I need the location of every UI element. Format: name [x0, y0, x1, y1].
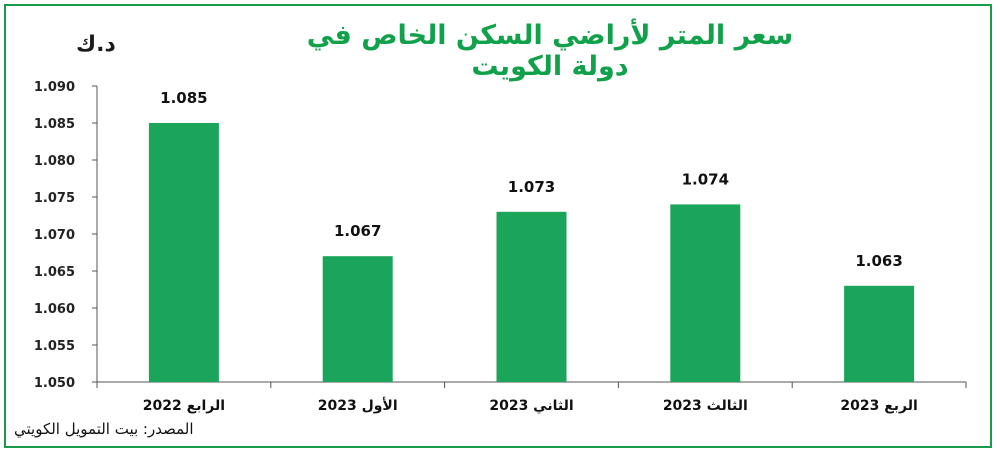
category-label: الربع 2023	[840, 398, 917, 414]
bar	[148, 123, 219, 382]
chart-title: سعر المتر لأراضي السكن الخاص في دولة الك…	[306, 20, 794, 82]
y-tick-label: 1.060	[34, 302, 75, 317]
axes: 1.050 1.055 1.060 1.065 1.070 1.075 1.080 1.085…	[34, 80, 967, 391]
y-tick-label: 1.055	[34, 339, 75, 354]
y-tick-label: 1.070	[34, 228, 75, 243]
source-note: المصدر: بيت التمويل الكويتي	[14, 420, 194, 438]
data-label: 1.063	[855, 252, 902, 270]
category-label: الثاني 2023	[489, 398, 573, 414]
bars-group	[148, 123, 915, 382]
data-label: 1.085	[160, 89, 207, 107]
category-label: الثالث 2023	[663, 398, 748, 414]
data-label: 1.073	[508, 178, 555, 196]
labels-group: 1.085 الرابع 2022 1.067 الأول 2023 1.073 الثا…	[143, 89, 918, 414]
bar	[496, 211, 567, 382]
category-label: الرابع 2022	[143, 398, 225, 414]
y-tick-label: 1.050	[34, 376, 75, 391]
y-tick-label: 1.090	[34, 80, 75, 95]
y-tick-label: 1.075	[34, 191, 75, 206]
category-label: الأول 2023	[318, 397, 398, 414]
bar	[322, 256, 393, 382]
y-tick-label: 1.065	[34, 265, 75, 280]
bar	[670, 204, 741, 382]
data-label: 1.074	[682, 170, 729, 188]
bar	[844, 285, 915, 382]
data-label: 1.067	[334, 222, 381, 240]
unit-label: د.ك	[76, 32, 116, 57]
y-tick-label: 1.080	[34, 154, 75, 169]
y-tick-label: 1.085	[34, 117, 75, 132]
